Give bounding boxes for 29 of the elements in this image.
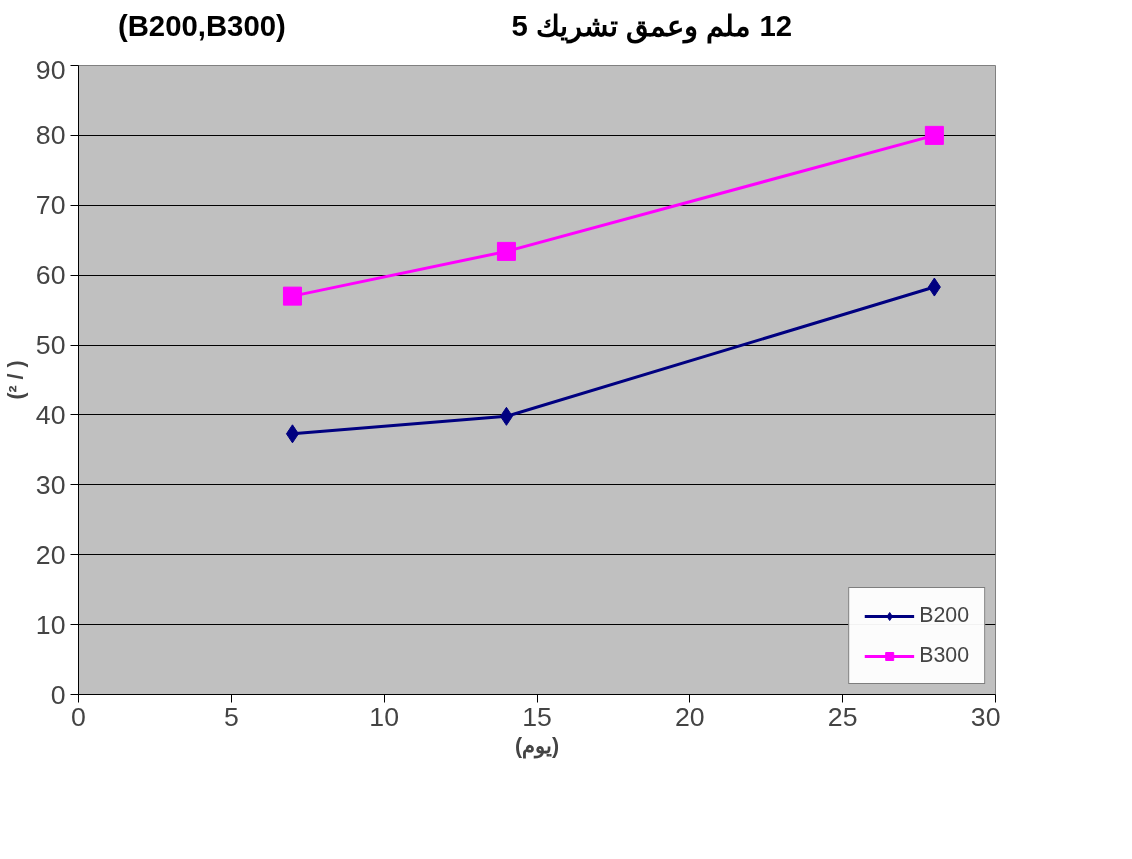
y-tick-label: 40 xyxy=(35,399,66,430)
point xyxy=(282,286,302,306)
chart-subtitle: (B200,B300) xyxy=(117,8,286,44)
x-tick-label: 5 xyxy=(223,701,239,732)
x-tick-label: 30 xyxy=(970,701,1001,732)
y-axis-title: (² / ) xyxy=(3,360,28,400)
x-axis-title: (يوم) xyxy=(514,733,560,759)
point xyxy=(927,277,941,297)
point xyxy=(496,241,516,261)
x-tick-label: 25 xyxy=(827,701,858,732)
x-tick-label: 0 xyxy=(71,701,86,732)
point xyxy=(285,424,299,444)
x-tick-label: 15 xyxy=(522,701,552,732)
point xyxy=(924,125,944,145)
y-tick-label: 70 xyxy=(35,190,66,221)
y-tick-label: 30 xyxy=(35,469,66,500)
y-tick-label: 90 xyxy=(35,54,66,85)
point xyxy=(499,406,513,426)
y-tick-label: 50 xyxy=(35,330,66,361)
x-tick-label: 20 xyxy=(675,701,705,732)
legend-label: B200 xyxy=(919,603,969,628)
chart-title: 12 ملم وعمق تشريك 5 xyxy=(511,8,793,46)
x-tick-label: 10 xyxy=(369,701,399,732)
y-tick-label: 80 xyxy=(35,120,66,151)
y-tick-label: 10 xyxy=(35,609,66,640)
y-tick-label: 20 xyxy=(35,539,66,570)
y-tick-label: 60 xyxy=(35,260,66,291)
legend-label: B300 xyxy=(919,643,969,668)
y-tick-label: 0 xyxy=(50,679,66,710)
